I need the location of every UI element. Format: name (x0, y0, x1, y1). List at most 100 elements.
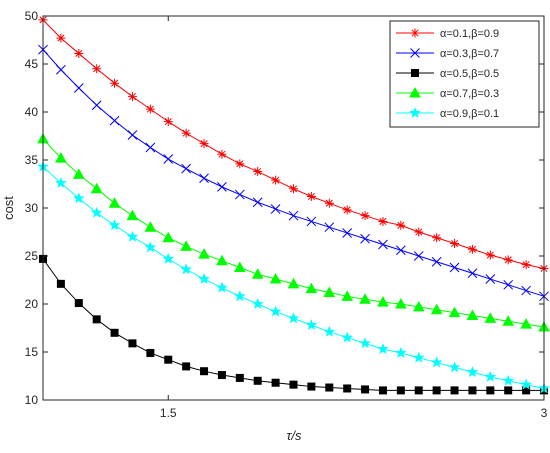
data-point-marker (448, 306, 461, 318)
data-point-marker (485, 250, 495, 260)
data-point-marker (449, 262, 460, 273)
data-point-marker (54, 176, 67, 189)
data-point-marker (378, 386, 387, 395)
y-tick-label: 30 (25, 201, 39, 215)
data-point-marker (306, 216, 317, 227)
data-point-marker (430, 356, 443, 368)
data-point-marker (503, 255, 513, 265)
data-point-marker (307, 382, 316, 391)
legend-label: α=0.9,β=0.1 (440, 108, 499, 120)
data-point-marker (74, 299, 83, 308)
data-point-marker (341, 290, 354, 301)
legend-label: α=0.1,β=0.9 (440, 28, 499, 40)
data-point-marker (361, 385, 370, 394)
data-point-marker (253, 376, 262, 385)
y-tick-label: 35 (25, 153, 39, 167)
data-point-marker (466, 309, 479, 321)
data-point-marker (448, 361, 461, 373)
data-point-marker (217, 149, 227, 159)
data-point-marker (378, 239, 388, 250)
legend-entry: α=0.7,β=0.3 (396, 86, 499, 100)
data-point-marker (467, 268, 478, 279)
legend-entry: α=0.9,β=0.1 (396, 106, 499, 120)
data-point-marker (108, 219, 121, 231)
data-point-marker (251, 297, 264, 310)
data-point-marker (110, 78, 120, 88)
legend-entry: α=0.5,β=0.5 (396, 68, 499, 80)
legend-swatch-marker (410, 28, 420, 38)
legend-swatch-marker (409, 86, 421, 98)
data-point-marker (503, 279, 514, 290)
data-point-marker (324, 222, 335, 233)
data-point-marker (252, 197, 263, 208)
data-point-marker (324, 198, 334, 208)
data-point-marker (180, 240, 192, 251)
data-point-marker (288, 210, 299, 221)
data-point-marker (396, 245, 406, 256)
legend-swatch-marker (411, 69, 419, 77)
data-point-marker (287, 277, 300, 289)
data-point-marker (145, 142, 156, 153)
data-point-marker (305, 282, 318, 294)
data-point-marker (269, 273, 282, 284)
data-point-marker (271, 378, 280, 387)
y-tick-label: 25 (25, 249, 39, 263)
data-point-marker (91, 100, 102, 111)
data-point-marker (90, 206, 103, 218)
data-point-marker (72, 168, 85, 179)
data-point-marker (306, 191, 316, 201)
data-point-marker (413, 251, 424, 261)
data-point-marker (108, 197, 121, 208)
y-tick-label: 20 (25, 297, 39, 311)
series-3 (39, 254, 548, 395)
data-point-marker (181, 128, 191, 138)
legend-label: α=0.3,β=0.7 (440, 48, 499, 60)
data-point-marker (341, 331, 354, 343)
data-point-marker (432, 233, 442, 243)
data-point-marker (73, 83, 84, 93)
data-point-marker (216, 281, 228, 293)
data-point-marker (412, 351, 425, 363)
data-point-marker (486, 386, 495, 395)
data-point-marker (164, 355, 173, 364)
data-point-marker (323, 325, 336, 337)
legend-swatch-marker (410, 48, 420, 58)
data-point-marker (502, 374, 515, 386)
y-tick-label: 45 (25, 57, 39, 71)
data-point-marker (92, 64, 102, 74)
data-point-marker (323, 286, 336, 297)
data-point-marker (360, 211, 370, 221)
data-point-marker (450, 386, 459, 395)
data-point-marker (484, 370, 497, 382)
data-point-marker (305, 318, 318, 331)
x-tick-label: 3 (541, 406, 548, 420)
data-point-marker (343, 384, 352, 393)
data-point-marker (200, 367, 209, 376)
data-point-marker (521, 285, 531, 296)
data-point-marker (414, 386, 423, 395)
data-point-marker (468, 386, 477, 395)
data-point-marker (198, 272, 210, 285)
data-point-marker (431, 256, 442, 267)
data-point-marker (504, 386, 513, 395)
legend-label: α=0.7,β=0.3 (440, 88, 499, 100)
data-point-marker (162, 231, 175, 243)
data-point-marker (520, 378, 533, 390)
data-point-marker (521, 260, 531, 270)
series-4 (37, 132, 550, 332)
data-point-marker (342, 228, 353, 238)
legend: α=0.1,β=0.9 α=0.3,β=0.7 α=0.5,β=0.5 α=0.7,β… (389, 20, 540, 128)
data-point-marker (127, 92, 137, 102)
data-point-marker (163, 117, 173, 127)
data-point-marker (56, 279, 65, 288)
data-point-marker (144, 241, 157, 253)
x-tick-label: 1.5 (160, 406, 177, 420)
legend-swatch-marker (409, 106, 421, 119)
data-point-marker (217, 182, 227, 192)
data-point-marker (109, 115, 120, 126)
y-tick-label: 15 (25, 345, 39, 359)
data-point-marker (432, 386, 441, 395)
data-point-marker (270, 204, 281, 214)
data-point-marker (145, 104, 155, 114)
data-point-marker (72, 192, 85, 204)
